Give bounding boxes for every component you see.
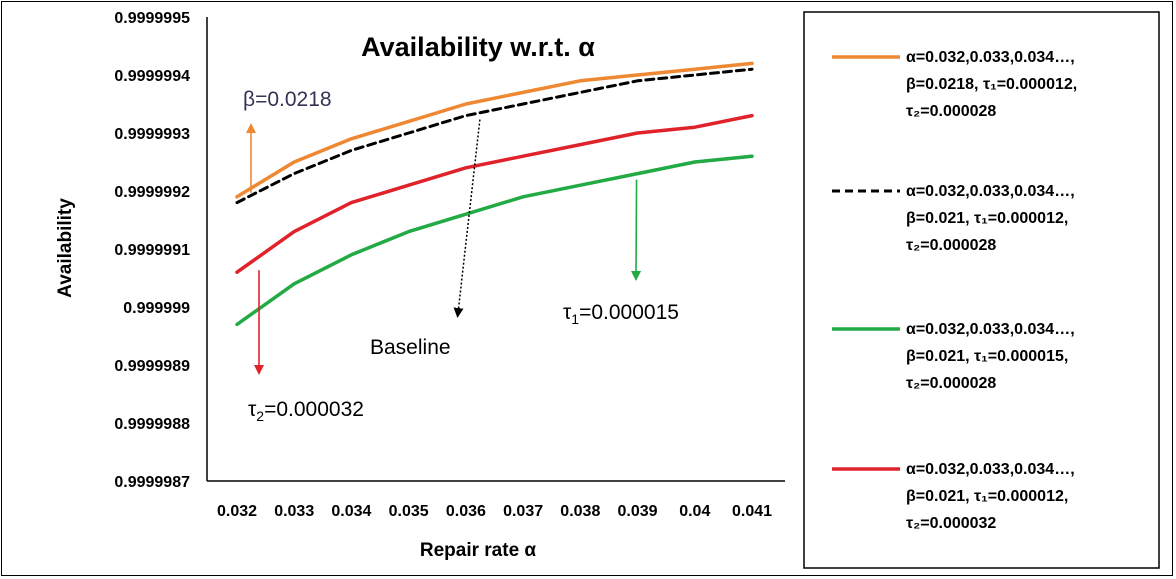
tau2-annotation-label: τ2=0.000032 bbox=[248, 398, 364, 424]
y-tick-label: 0.9999987 bbox=[114, 474, 190, 491]
x-tick-label: 0.037 bbox=[503, 503, 543, 520]
x-tick-label: 0.032 bbox=[217, 503, 257, 520]
tau1-annotation-label: τ1=0.000015 bbox=[563, 301, 679, 327]
series-line-beta bbox=[235, 61, 754, 199]
legend-box bbox=[803, 11, 1160, 569]
legend-entry-tau1: α=0.032,0.033,0.034…, β=0.021, τ₁=0.00001… bbox=[832, 321, 1075, 392]
series-line-baseline bbox=[235, 67, 754, 205]
beta-annotation-label: β=0.0218 bbox=[243, 88, 332, 111]
annotations: β=0.0218 Baseline τ1=0.000015 τ2=0.000032 bbox=[243, 88, 679, 424]
tau1-arrow bbox=[631, 179, 642, 281]
legend-text-line: τ₂=0.000028 bbox=[906, 103, 996, 120]
y-tick-label: 0.9999993 bbox=[114, 126, 190, 143]
y-tick-label: 0.9999995 bbox=[114, 10, 190, 27]
legend-text-line: α=0.032,0.033,0.034…, bbox=[906, 183, 1075, 200]
legend-text-line: τ₂=0.000028 bbox=[906, 375, 996, 392]
legend-entry-baseline: α=0.032,0.033,0.034…, β=0.021, τ₁=0.00001… bbox=[832, 183, 1075, 254]
legend-text-line: τ₂=0.000032 bbox=[906, 515, 996, 532]
x-tick-label: 0.04 bbox=[679, 503, 710, 520]
legend-text-line: β=0.021, τ₁=0.000012, bbox=[906, 488, 1068, 505]
y-tick-label: 0.9999989 bbox=[114, 358, 190, 375]
y-tick-label: 0.9999991 bbox=[114, 242, 190, 259]
x-tick-label: 0.039 bbox=[618, 503, 658, 520]
baseline-arrow bbox=[453, 119, 481, 318]
legend-text-line: β=0.0218, τ₁=0.000012, bbox=[906, 76, 1077, 93]
series-line-tau1 bbox=[235, 154, 754, 327]
y-tick-label: 0.9999992 bbox=[114, 184, 190, 201]
y-tick-label: 0.9999988 bbox=[114, 416, 190, 433]
x-axis-label: Repair rate α bbox=[420, 540, 537, 561]
baseline-annotation-label: Baseline bbox=[370, 336, 451, 359]
legend-text-line: α=0.032,0.033,0.034…, bbox=[906, 321, 1075, 338]
series-line-tau2 bbox=[235, 113, 754, 274]
y-tick-label: 0.999999 bbox=[123, 300, 190, 317]
legend-text-line: β=0.021, τ₁=0.000015, bbox=[906, 348, 1068, 365]
x-tick-label: 0.041 bbox=[732, 503, 772, 520]
x-tick-label: 0.038 bbox=[560, 503, 600, 520]
legend-entry-tau2: α=0.032,0.033,0.034…, β=0.021, τ₁=0.00001… bbox=[832, 461, 1075, 532]
x-tick-labels: 0.032 0.033 0.034 0.035 0.036 0.037 0.038 0.039… bbox=[217, 503, 772, 520]
y-tick-labels: 0.9999995 0.9999994 0.9999993 0.9999992 0.99… bbox=[114, 10, 190, 491]
legend-entry-beta: α=0.032,0.033,0.034…, β=0.0218, τ₁=0.0000… bbox=[832, 49, 1077, 120]
legend-text-line: α=0.032,0.033,0.034…, bbox=[906, 49, 1075, 66]
x-tick-label: 0.034 bbox=[331, 503, 371, 520]
legend-text-line: β=0.021, τ₁=0.000012, bbox=[906, 210, 1068, 227]
y-axis-label: Availability bbox=[55, 198, 76, 298]
legend-text-line: α=0.032,0.033,0.034…, bbox=[906, 461, 1075, 478]
x-tick-label: 0.033 bbox=[274, 503, 314, 520]
y-tick-label: 0.9999994 bbox=[114, 68, 190, 85]
legend-text-line: τ₂=0.000028 bbox=[906, 237, 996, 254]
x-tick-label: 0.036 bbox=[446, 503, 486, 520]
series-lines bbox=[235, 61, 754, 327]
x-tick-label: 0.035 bbox=[389, 503, 429, 520]
chart-title: Availability w.r.t. α bbox=[361, 32, 595, 62]
legend: α=0.032,0.033,0.034…, β=0.0218, τ₁=0.0000… bbox=[832, 49, 1077, 532]
